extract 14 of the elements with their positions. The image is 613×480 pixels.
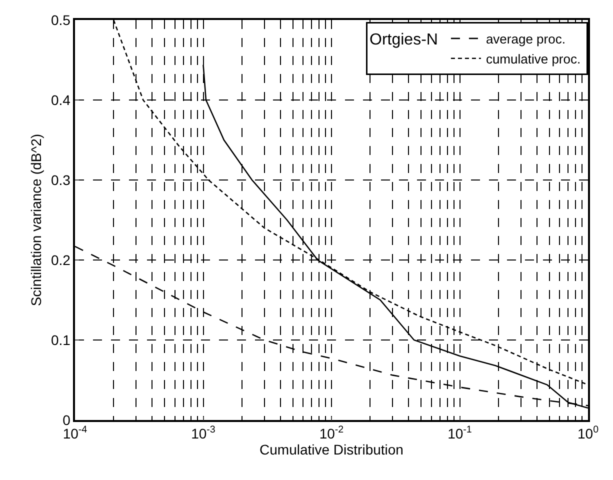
y-tick-label: 0.5: [50, 12, 71, 28]
y-tick-label: 0.1: [50, 332, 71, 348]
legend-title: Ortgies-N: [370, 31, 438, 48]
y-tick-label: 0.4: [50, 92, 71, 108]
legend-label: average proc.: [486, 32, 566, 47]
x-axis-title: Cumulative Distribution: [260, 442, 404, 458]
x-tick-label: 10$^{-1}$: [448, 424, 472, 442]
y-axis-title: Scintillation variance (dB^2): [28, 134, 44, 306]
x-tick-label: 10$^{0}$: [577, 424, 600, 442]
y-tick-label: 0.3: [50, 172, 71, 188]
x-tick-label: 10$^{-2}$: [319, 424, 344, 442]
y-tick-label: 0.2: [50, 252, 71, 268]
x-tick-label: 10$^{-3}$: [191, 424, 216, 442]
legend-label: cumulative proc.: [486, 51, 581, 66]
